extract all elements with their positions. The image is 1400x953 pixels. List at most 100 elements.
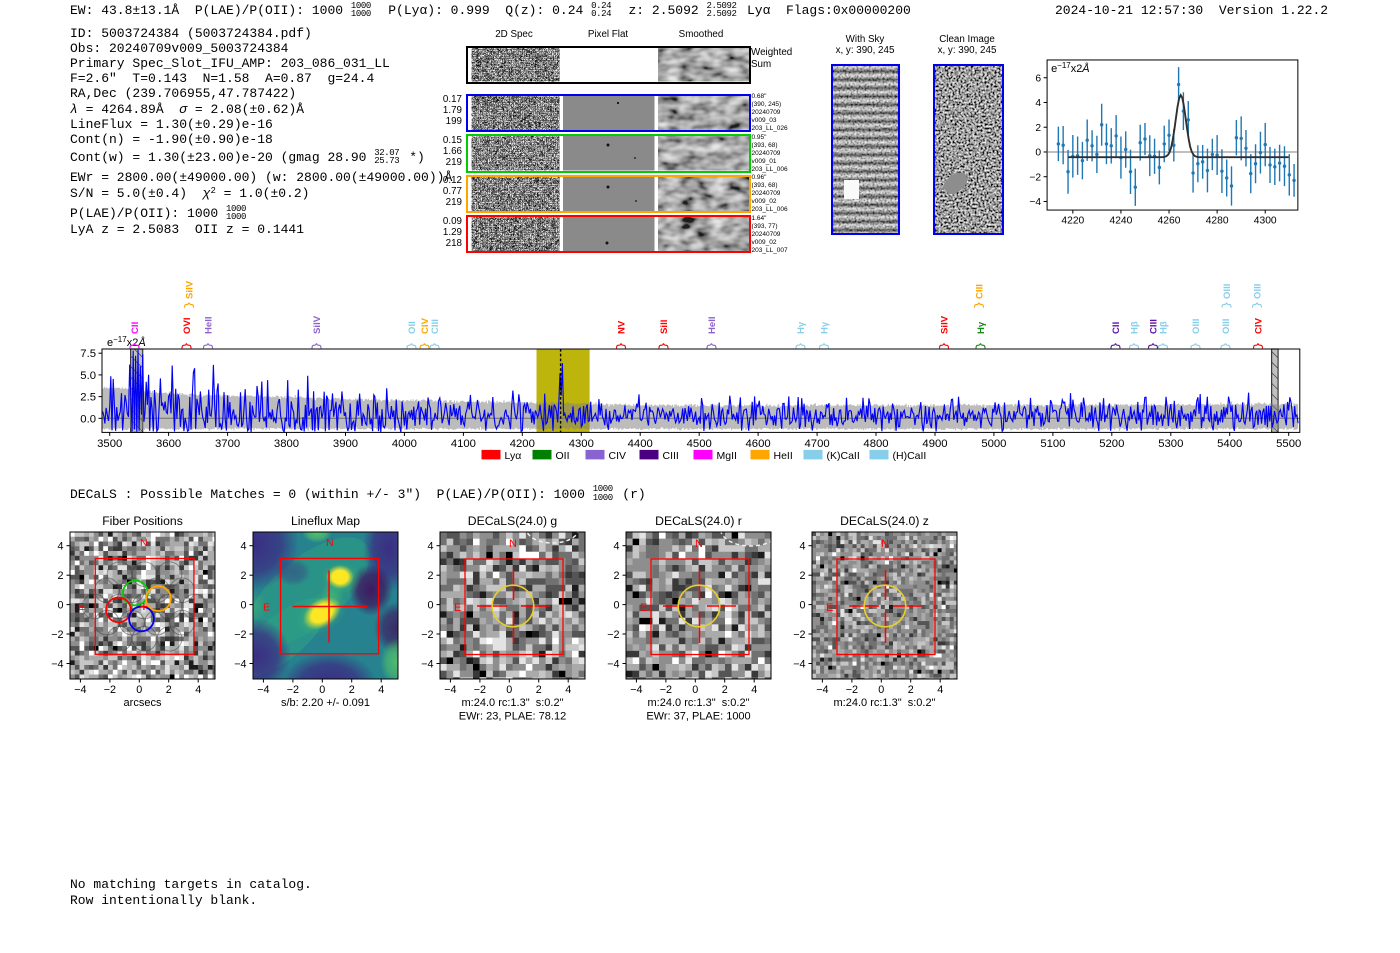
svg-text:SiIV: SiIV	[939, 315, 950, 334]
svg-text:−4: −4	[234, 658, 246, 670]
svg-text:−4: −4	[257, 684, 269, 696]
svg-text:3600: 3600	[156, 438, 181, 450]
svg-text:0: 0	[878, 684, 884, 696]
svg-text:4240: 4240	[1110, 215, 1133, 226]
svg-text:4: 4	[751, 684, 757, 696]
svg-text:−4: −4	[793, 658, 805, 670]
svg-text:−2: −2	[234, 629, 246, 641]
svg-text:OIII: OIII	[1221, 283, 1232, 299]
svg-text:4100: 4100	[450, 438, 475, 450]
svg-text:SiIV: SiIV	[184, 280, 195, 299]
svg-text:CIV: CIV	[608, 450, 626, 462]
svg-text:E: E	[640, 602, 647, 614]
svg-text:5.0: 5.0	[80, 370, 96, 382]
svg-text:E: E	[826, 602, 833, 614]
svg-text:−4: −4	[75, 684, 87, 696]
svg-text:HeII: HeII	[773, 450, 792, 462]
svg-text:OIII: OIII	[1252, 283, 1263, 299]
svg-text:DECaLS(24.0) r: DECaLS(24.0) r	[655, 514, 742, 528]
svg-text:0: 0	[1036, 147, 1042, 158]
svg-text:3900: 3900	[332, 438, 357, 450]
svg-text:(K)CaII: (K)CaII	[826, 450, 859, 462]
svg-text:2: 2	[535, 684, 541, 696]
svg-text:0: 0	[692, 684, 698, 696]
svg-text:−4: −4	[816, 684, 828, 696]
svg-text:0: 0	[58, 599, 64, 611]
svg-text:CII: CII	[129, 321, 140, 334]
svg-text:0: 0	[799, 599, 805, 611]
svg-text:N: N	[326, 537, 334, 549]
svg-text:Hγ: Hγ	[819, 321, 830, 334]
svg-text:OII: OII	[406, 321, 417, 334]
svg-text:0: 0	[506, 684, 512, 696]
svg-text:CIII: CIII	[429, 318, 440, 333]
svg-text:3700: 3700	[215, 438, 240, 450]
svg-text:4: 4	[427, 541, 433, 553]
svg-text:0.0: 0.0	[80, 413, 96, 425]
svg-text:Hγ: Hγ	[975, 321, 986, 334]
svg-text:Hβ: Hβ	[1158, 321, 1169, 334]
svg-text:2: 2	[613, 570, 619, 582]
svg-text:e−17x2Å: e−17x2Å	[1051, 61, 1090, 75]
svg-text:5200: 5200	[1099, 438, 1124, 450]
svg-text:4: 4	[613, 541, 619, 553]
svg-text:0: 0	[240, 599, 246, 611]
svg-text:2: 2	[427, 570, 433, 582]
svg-text:N: N	[881, 538, 889, 550]
svg-text:2.5: 2.5	[80, 391, 96, 403]
svg-text:5500: 5500	[1276, 438, 1301, 450]
svg-text:CIII: CIII	[1148, 318, 1159, 333]
svg-text:CIII: CIII	[662, 450, 678, 462]
svg-text:4800: 4800	[863, 438, 888, 450]
svg-text:4300: 4300	[1254, 215, 1277, 226]
svg-text:Lyα: Lyα	[504, 450, 521, 462]
svg-text:2: 2	[907, 684, 913, 696]
svg-text:2: 2	[58, 570, 64, 582]
svg-text:2: 2	[166, 684, 172, 696]
svg-text:e−17x2Å: e−17x2Å	[107, 335, 146, 349]
svg-text:2: 2	[349, 684, 355, 696]
svg-text:EWr: 37, PLAE: 1000: EWr: 37, PLAE: 1000	[646, 710, 750, 722]
svg-text:4260: 4260	[1158, 215, 1181, 226]
svg-text:0: 0	[427, 599, 433, 611]
svg-text:NV: NV	[616, 320, 627, 334]
svg-text:−2: −2	[421, 629, 433, 641]
svg-text:HeII: HeII	[203, 316, 214, 334]
svg-text:−2: −2	[51, 629, 63, 641]
svg-text:arcsecs: arcsecs	[124, 697, 162, 709]
svg-text:−4: −4	[1030, 197, 1042, 208]
svg-text:SiIV: SiIV	[311, 315, 322, 334]
svg-text:3800: 3800	[273, 438, 298, 450]
svg-text:2: 2	[799, 570, 805, 582]
svg-text:2: 2	[1036, 123, 1042, 134]
svg-text:4600: 4600	[745, 438, 770, 450]
svg-text:5300: 5300	[1158, 438, 1183, 450]
svg-text:−2: −2	[607, 629, 619, 641]
svg-text:4: 4	[799, 541, 805, 553]
svg-text:EWr: 23, PLAE: 78.12: EWr: 23, PLAE: 78.12	[458, 710, 565, 722]
svg-text:DECaLS(24.0) g: DECaLS(24.0) g	[467, 514, 556, 528]
svg-text:E: E	[78, 601, 85, 613]
svg-text:s/b: 2.20 +/- 0.091: s/b: 2.20 +/- 0.091	[281, 697, 370, 709]
svg-text:4200: 4200	[509, 438, 534, 450]
svg-text:OIII: OIII	[1220, 318, 1231, 334]
svg-text:6: 6	[1036, 73, 1042, 84]
svg-text:4000: 4000	[391, 438, 416, 450]
svg-text:m:24.0 rc:1.3" s:0.2": m:24.0 rc:1.3" s:0.2"	[833, 697, 935, 709]
svg-text:Hγ: Hγ	[795, 321, 806, 334]
svg-text:5400: 5400	[1217, 438, 1242, 450]
svg-text:N: N	[509, 538, 517, 550]
svg-text:0: 0	[613, 599, 619, 611]
svg-text:OII: OII	[555, 450, 569, 462]
svg-text:−4: −4	[421, 658, 433, 670]
svg-text:5000: 5000	[981, 438, 1006, 450]
svg-text:HeII: HeII	[706, 316, 717, 334]
svg-text:−2: −2	[1030, 172, 1042, 183]
svg-text:−2: −2	[793, 629, 805, 641]
svg-text:CIV: CIV	[1253, 317, 1264, 334]
svg-text:3500: 3500	[97, 438, 122, 450]
svg-text:CII: CII	[1110, 321, 1121, 334]
svg-text:CIV: CIV	[419, 317, 430, 334]
svg-text:−4: −4	[607, 658, 619, 670]
svg-text:4400: 4400	[627, 438, 652, 450]
